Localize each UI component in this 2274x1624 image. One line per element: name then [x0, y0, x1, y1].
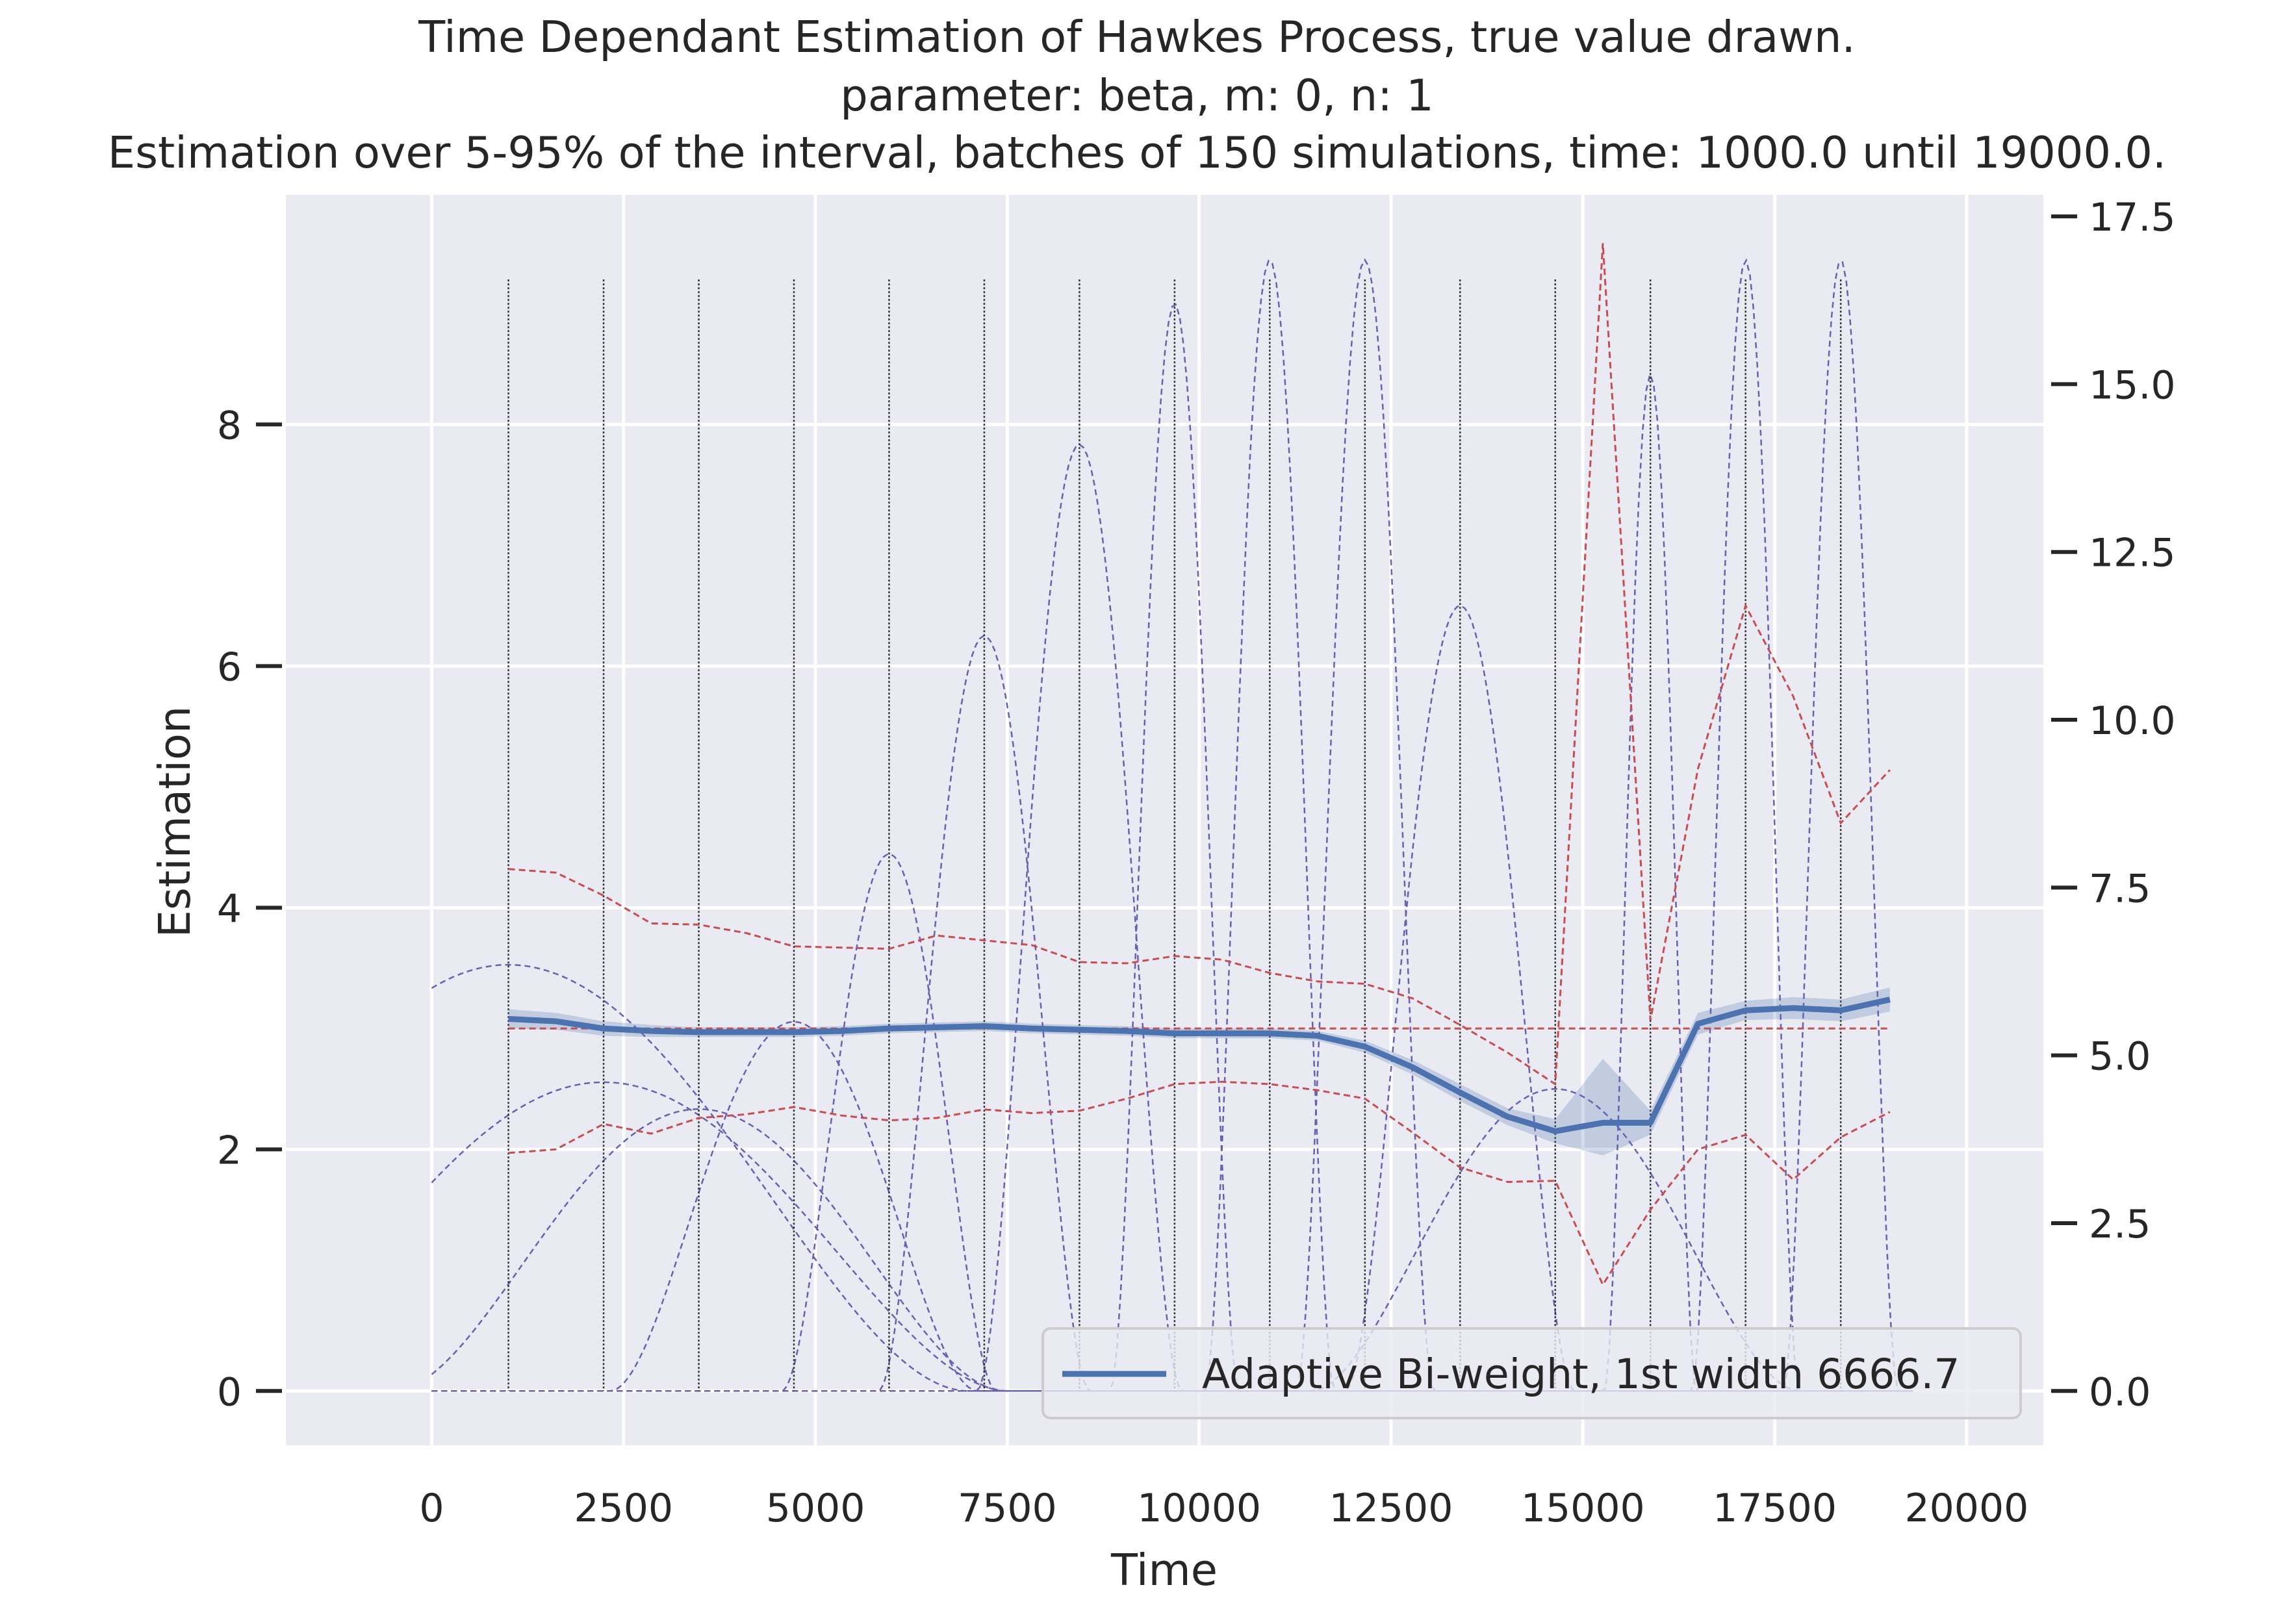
y-tick-label: 6 — [217, 644, 242, 690]
y2-tick-label: 2.5 — [2089, 1202, 2151, 1247]
y2-tick-label: 0.0 — [2089, 1369, 2151, 1415]
x-tick-label: 20000 — [1904, 1486, 2028, 1531]
x-tick-label: 0 — [419, 1486, 444, 1531]
chart-title-line-2: parameter: beta, m: 0, n: 1 — [840, 70, 1433, 121]
y-tick-label: 2 — [217, 1128, 242, 1173]
x-tick-label: 2500 — [574, 1486, 673, 1531]
legend-box — [1041, 1327, 2022, 1419]
axis-ticks: 0 2500 5000 7500 10000 12500 15000 17500 20000 0 2… — [217, 195, 2176, 1531]
y-tick-label: 0 — [217, 1369, 242, 1415]
x-tick-label: 15000 — [1521, 1486, 1645, 1531]
y2-tick-label: 7.5 — [2089, 866, 2151, 911]
y2-tick-label: 15.0 — [2089, 362, 2176, 408]
kernel-curve — [431, 261, 1913, 1392]
y2-tick-label: 5.0 — [2089, 1034, 2151, 1080]
chart-title-line-1: Time Dependant Estimation of Hawkes Proc… — [418, 12, 1856, 62]
chart-title-line-3: Estimation over 5-95% of the interval, b… — [108, 127, 2166, 178]
legend: Adaptive Bi-weight, 1st width 6666.7 — [1041, 1327, 2022, 1419]
x-tick-label: 7500 — [958, 1486, 1057, 1531]
upper-bound-line — [508, 243, 1891, 1086]
x-axis-label: Time — [1110, 1545, 1218, 1595]
y2-tick-label: 12.5 — [2089, 531, 2176, 576]
y2-tick-label: 10.0 — [2089, 698, 2176, 744]
y-tick-label: 8 — [217, 403, 242, 448]
x-tick-label: 5000 — [766, 1486, 865, 1531]
series-lines — [508, 243, 1891, 1287]
lower-bound-line — [508, 1080, 1891, 1287]
estimate-line — [508, 996, 1891, 1134]
x-tick-label: 12500 — [1329, 1486, 1453, 1531]
x-tick-label: 17500 — [1713, 1486, 1837, 1531]
y-tick-label: 4 — [217, 886, 242, 932]
plot-area — [286, 195, 2043, 1445]
y2-tick-label: 17.5 — [2089, 195, 2176, 240]
legend-label: Adaptive Bi-weight, 1st width 6666.7 — [1202, 1351, 1960, 1398]
y-axis-label: Estimation — [149, 706, 200, 938]
x-tick-label: 10000 — [1137, 1486, 1261, 1531]
